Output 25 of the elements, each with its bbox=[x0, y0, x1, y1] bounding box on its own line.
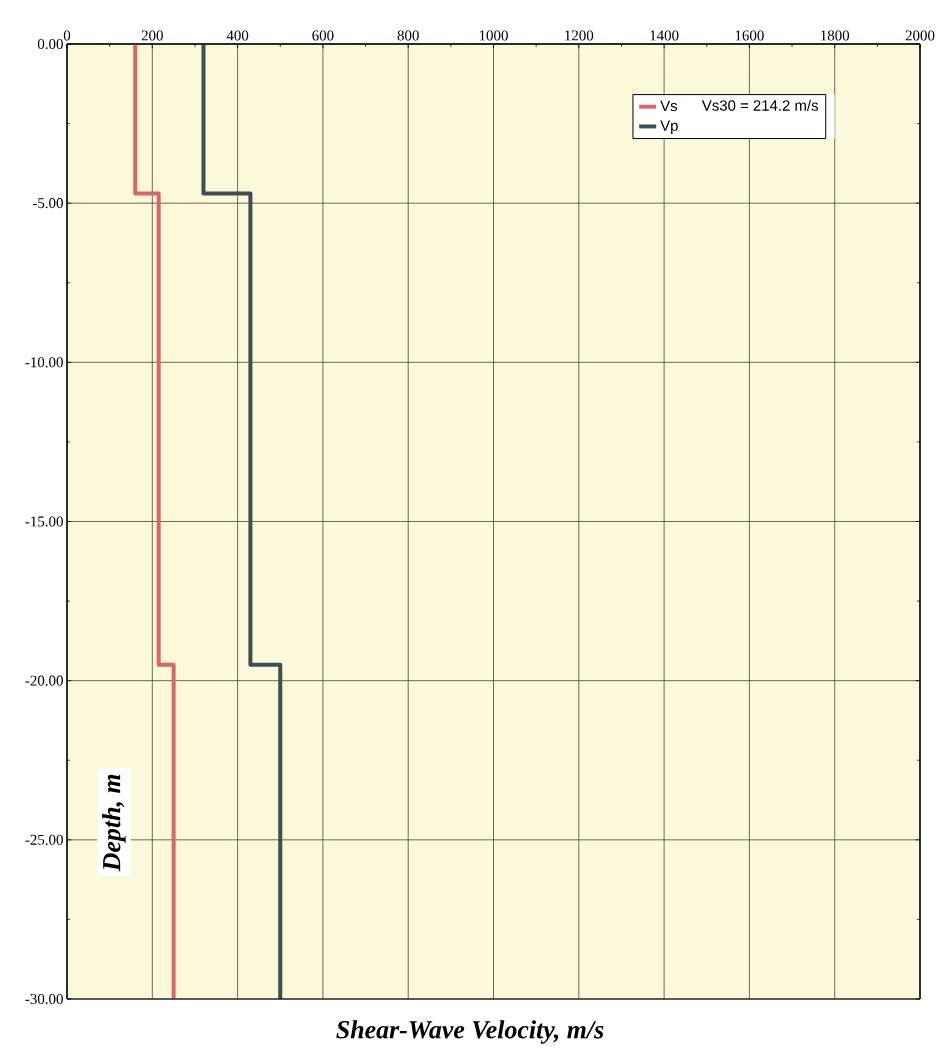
y-tick-label: -10.00 bbox=[25, 357, 63, 368]
y-tick-label: -5.00 bbox=[32, 198, 63, 209]
legend-label: Vp bbox=[660, 120, 678, 134]
legend-label: Vs bbox=[660, 100, 678, 112]
line-series bbox=[133, 43, 176, 999]
y-tick-label: -15.00 bbox=[25, 516, 63, 527]
x-tick-label: 0 bbox=[63, 30, 71, 41]
y-tick-label: -20.00 bbox=[25, 675, 63, 686]
x-tick-label: 1200 bbox=[565, 30, 594, 41]
x-tick-label: 400 bbox=[226, 30, 249, 41]
x-tick-label: 1600 bbox=[735, 30, 764, 41]
x-axis-title: Shear-Wave Velocity, m/s bbox=[336, 1020, 604, 1044]
y-tick-label: -30.00 bbox=[25, 993, 63, 1005]
x-tick-label: 800 bbox=[397, 30, 419, 41]
y-axis-title: Depth, m bbox=[102, 774, 126, 872]
x-tick-label: 1400 bbox=[650, 30, 679, 41]
x-tick-label: 1000 bbox=[479, 30, 508, 41]
x-tick-label: 2000 bbox=[905, 30, 935, 41]
y-tick-label: 0.00 bbox=[37, 38, 63, 50]
x-tick-label: 200 bbox=[141, 30, 163, 41]
x-tick-label: 1800 bbox=[821, 30, 850, 41]
y-tick-label: -25.00 bbox=[25, 834, 63, 845]
line-series bbox=[201, 43, 283, 999]
annotation: Vs30 = 214.2 m/s bbox=[701, 99, 818, 111]
x-tick-label: 600 bbox=[312, 30, 334, 41]
